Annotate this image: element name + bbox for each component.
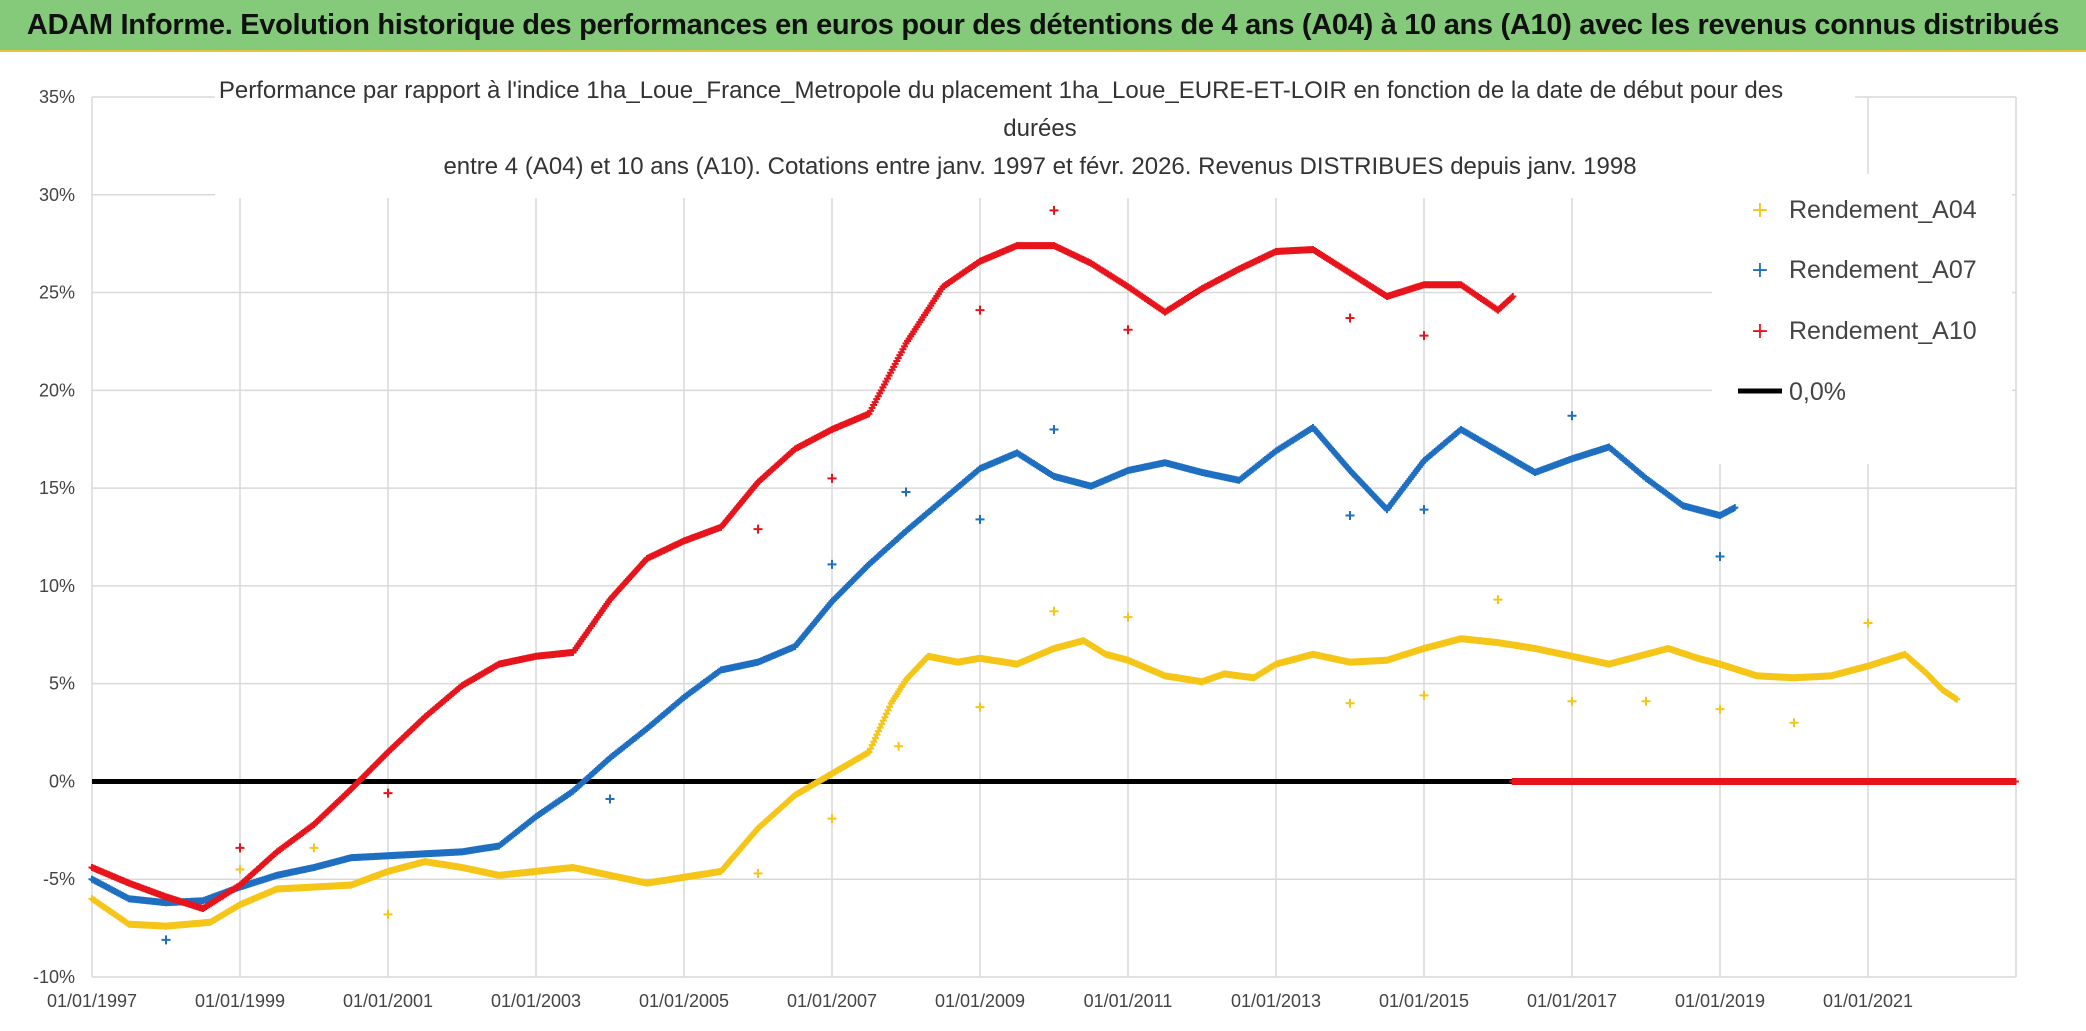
x-tick-label: 01/01/1999 — [195, 991, 285, 1011]
vertical-gridlines — [91, 97, 2017, 977]
outlier-point — [1123, 325, 1133, 335]
y-tick-label: -5% — [43, 869, 75, 889]
x-tick-label: 01/01/2017 — [1527, 991, 1617, 1011]
outlier-point — [975, 702, 985, 712]
series-rendement-a10 — [88, 242, 1517, 913]
data-point — [1953, 695, 1961, 703]
x-tick-label: 01/01/2003 — [491, 991, 581, 1011]
x-tick-label: 01/01/2015 — [1379, 991, 1469, 1011]
outlier-point — [1049, 606, 1059, 616]
title-background — [215, 58, 1855, 198]
legend-label-a10: Rendement_A10 — [1789, 317, 1977, 345]
legend-background — [1712, 174, 2012, 464]
legend-item-a07: + Rendement_A07 — [1751, 256, 1977, 284]
outlier-point — [1641, 696, 1651, 706]
legend-marker-a10: + — [1751, 319, 1769, 344]
series-rendement-a07 — [88, 423, 1739, 907]
x-tick-label: 01/01/1997 — [47, 991, 137, 1011]
legend: + Rendement_A04 + Rendement_A07 + Rendem… — [1712, 174, 2012, 464]
outlier-point — [1123, 612, 1133, 622]
outlier-point — [1493, 595, 1503, 605]
outlier-point — [235, 864, 245, 874]
outlier-point — [1419, 331, 1429, 341]
outlier-point — [827, 473, 837, 483]
series-layer — [88, 205, 2019, 945]
y-tick-label: 10% — [39, 576, 75, 596]
y-tick-label: 25% — [39, 283, 75, 303]
outlier-point — [901, 487, 911, 497]
outlier-point — [1345, 698, 1355, 708]
outlier-point — [1715, 552, 1725, 562]
outlier-point — [1789, 718, 1799, 728]
legend-item-a04: + Rendement_A04 — [1751, 196, 1977, 224]
legend-label-a04: Rendement_A04 — [1789, 196, 1977, 224]
outlier-point — [1049, 205, 1059, 215]
zero-band-a10 — [1509, 777, 2019, 785]
legend-label-zero: 0,0% — [1789, 378, 1846, 406]
series-rendement-a04 — [88, 635, 1961, 930]
outlier-point — [309, 843, 319, 853]
chart-title-line-3: entre 4 (A04) et 10 ans (A10). Cotations… — [443, 153, 1636, 180]
outlier-point — [827, 559, 837, 569]
y-tick-label: 5% — [49, 674, 75, 694]
outlier-point — [1863, 618, 1873, 628]
x-tick-label: 01/01/2013 — [1231, 991, 1321, 1011]
chart-title: Performance par rapport à l'indice 1ha_L… — [219, 77, 1783, 180]
legend-label-a07: Rendement_A07 — [1789, 256, 1977, 284]
outliers-rendement-a07 — [161, 411, 1725, 945]
y-tick-label: 15% — [39, 478, 75, 498]
x-tick-label: 01/01/2009 — [935, 991, 1025, 1011]
y-tick-label: -10% — [33, 967, 75, 987]
x-tick-label: 01/01/2001 — [343, 991, 433, 1011]
x-axis-tick-labels: 01/01/1997 01/01/1999 01/01/2001 01/01/2003… — [47, 991, 1913, 1011]
page-title: ADAM Informe. Evolution historique des p… — [26, 8, 2060, 41]
outlier-point — [605, 794, 615, 804]
data-point — [1731, 504, 1739, 512]
page-banner: ADAM Informe. Evolution historique des p… — [0, 0, 2086, 52]
outlier-point — [1419, 690, 1429, 700]
x-tick-label: 01/01/2007 — [787, 991, 877, 1011]
outlier-point — [383, 788, 393, 798]
outliers-rendement-a04 — [235, 595, 1873, 919]
outliers-rendement-a10 — [235, 205, 1429, 853]
outlier-point — [1345, 510, 1355, 520]
outlier-point — [161, 935, 171, 945]
outlier-point — [975, 514, 985, 524]
outlier-point — [1567, 411, 1577, 421]
outlier-point — [894, 741, 904, 751]
chart-title-line-2: durées — [1003, 115, 1076, 142]
x-tick-label: 01/01/2021 — [1823, 991, 1913, 1011]
x-tick-label: 01/01/2005 — [639, 991, 729, 1011]
legend-item-zero: 0,0% — [1738, 378, 1846, 406]
y-tick-label: 0% — [49, 771, 75, 791]
outlier-point — [753, 868, 763, 878]
outlier-point — [1345, 313, 1355, 323]
performance-chart: Performance par rapport à l'indice 1ha_L… — [0, 52, 2086, 1031]
outlier-point — [827, 814, 837, 824]
data-point — [2011, 777, 2019, 785]
x-tick-label: 01/01/2011 — [1084, 991, 1173, 1011]
outlier-point — [1049, 424, 1059, 434]
outlier-point — [753, 524, 763, 534]
outlier-point — [1567, 696, 1577, 706]
outlier-point — [975, 305, 985, 315]
y-tick-label: 20% — [39, 380, 75, 400]
outlier-point — [1715, 704, 1725, 714]
legend-marker-a04: + — [1751, 198, 1769, 223]
y-tick-label: 35% — [39, 87, 75, 107]
legend-item-a10: + Rendement_A10 — [1751, 317, 1977, 345]
y-axis-tick-labels: -10% -5% 0% 5% 10% 15% 20% 25% 30% 35% — [33, 87, 75, 987]
legend-marker-a07: + — [1751, 258, 1769, 283]
y-tick-label: 30% — [39, 185, 75, 205]
chart-title-line-1: Performance par rapport à l'indice 1ha_L… — [219, 77, 1783, 104]
outlier-point — [383, 909, 393, 919]
outlier-point — [235, 843, 245, 853]
data-point — [1509, 292, 1517, 300]
outlier-point — [1419, 505, 1429, 515]
x-tick-label: 01/01/2019 — [1675, 991, 1765, 1011]
